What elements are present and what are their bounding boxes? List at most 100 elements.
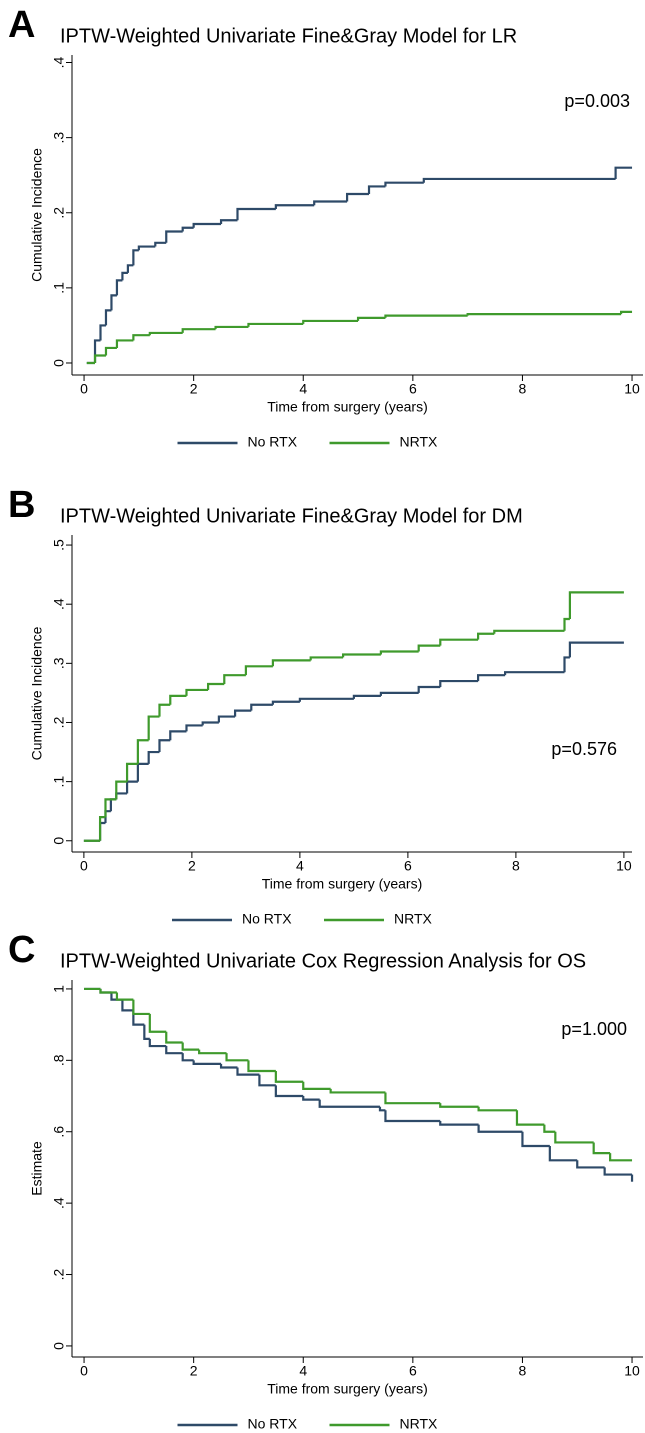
y-tick-label: 1 — [51, 985, 67, 993]
step-segment — [274, 1085, 304, 1098]
step-segment — [603, 1167, 633, 1176]
step-segment — [439, 1121, 479, 1126]
y-tick-label: .2 — [51, 716, 67, 728]
x-tick-label: 2 — [190, 1363, 198, 1379]
step-segment — [121, 999, 134, 1012]
x-tick-label: 4 — [299, 381, 307, 397]
step-segment — [345, 192, 370, 202]
y-tick-label: 0 — [51, 359, 67, 367]
y-tick-label: .4 — [51, 598, 67, 610]
step-segment — [384, 1110, 441, 1123]
step-segment — [125, 762, 138, 782]
x-axis-label: Time from surgery (years) — [267, 1381, 428, 1397]
step-segment — [271, 700, 300, 705]
step-segment — [99, 988, 117, 994]
x-tick-label: 0 — [80, 858, 88, 874]
step-segment — [143, 1024, 150, 1041]
step-segment — [592, 1142, 611, 1155]
step-segment — [352, 694, 381, 699]
y-tick-label: 0 — [51, 1342, 67, 1350]
step-segment — [417, 644, 441, 652]
legend-label: No RTX — [248, 434, 298, 450]
step-segment — [110, 294, 117, 311]
step-segment — [476, 674, 506, 682]
y-tick-label: .4 — [51, 1197, 67, 1209]
x-tick-label: 8 — [519, 1363, 527, 1379]
step-segment — [132, 1010, 145, 1026]
step-segment — [563, 656, 570, 673]
annotation: p=0.003 — [564, 91, 630, 111]
chart-title: IPTW-Weighted Univariate Cox Regression … — [60, 950, 586, 972]
step-segment — [158, 703, 171, 717]
step-segment — [379, 691, 419, 696]
step-segment — [417, 685, 441, 693]
step-segment — [98, 816, 106, 841]
step-segment — [439, 1103, 479, 1108]
x-tick-label: 0 — [80, 381, 88, 397]
step-segment — [132, 999, 150, 1016]
y-axis-label: Estimate — [29, 1141, 45, 1196]
legend-label: NRTX — [394, 911, 433, 927]
step-segment — [104, 798, 117, 818]
step-segment — [476, 632, 495, 640]
step-segment — [521, 1131, 550, 1148]
step-segment — [439, 679, 479, 687]
step-segment — [169, 694, 187, 705]
step-segment — [132, 249, 139, 266]
step-segment — [225, 1053, 249, 1062]
x-axis-label: Time from surgery (years) — [262, 876, 423, 892]
step-segment — [126, 264, 134, 273]
step-segment — [274, 204, 315, 209]
step-segment — [477, 1106, 517, 1112]
step-segment — [104, 346, 117, 356]
annotation: p=1.000 — [561, 1019, 627, 1039]
step-segment — [379, 650, 419, 655]
y-tick-label: .3 — [51, 657, 67, 669]
step-segment — [219, 219, 238, 225]
x-tick-label: 0 — [80, 1363, 88, 1379]
step-segment — [244, 665, 273, 676]
step-segment — [318, 1099, 380, 1108]
step-segment — [214, 325, 249, 330]
step-segment — [115, 992, 134, 1001]
step-segment — [148, 1013, 167, 1033]
y-tick-label: .2 — [51, 1268, 67, 1280]
step-segment — [185, 688, 209, 696]
step-segment — [236, 1067, 260, 1076]
step-segment — [313, 200, 348, 206]
step-segment — [148, 1038, 167, 1048]
x-tick-label: 8 — [519, 381, 527, 397]
step-segment — [165, 1031, 183, 1044]
step-segment — [356, 316, 386, 321]
step-segment — [147, 715, 160, 741]
step-segment — [132, 334, 150, 341]
step-segment — [247, 1060, 276, 1073]
legend-label: No RTX — [248, 1416, 298, 1432]
step-segment — [147, 750, 160, 764]
step-segment — [115, 279, 123, 296]
legend-label: No RTX — [242, 911, 292, 927]
step-segment — [298, 697, 354, 702]
step-segment — [219, 1063, 238, 1069]
step-segment — [302, 1096, 320, 1101]
step-segment — [619, 310, 633, 315]
step-segment — [233, 709, 252, 717]
step-segment — [236, 207, 276, 221]
step-segment — [309, 656, 344, 661]
x-tick-label: 10 — [616, 858, 632, 874]
step-segment — [384, 1092, 441, 1105]
step-segment — [192, 1060, 222, 1065]
step-segment — [109, 798, 117, 812]
step-segment — [341, 653, 381, 658]
step-segment — [503, 671, 565, 676]
panel-letter: C — [8, 929, 35, 971]
x-tick-label: 6 — [409, 381, 417, 397]
step-segment — [466, 313, 622, 316]
step-segment — [378, 1106, 386, 1112]
step-segment — [543, 1124, 556, 1133]
step-segment — [206, 682, 225, 690]
step-segment — [250, 703, 273, 711]
step-segment — [136, 739, 149, 764]
y-tick-label: .5 — [51, 539, 67, 551]
